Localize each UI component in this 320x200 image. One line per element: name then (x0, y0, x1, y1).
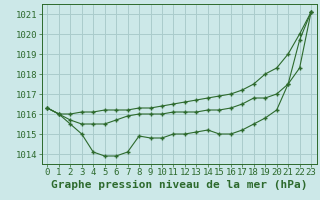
X-axis label: Graphe pression niveau de la mer (hPa): Graphe pression niveau de la mer (hPa) (51, 180, 308, 190)
